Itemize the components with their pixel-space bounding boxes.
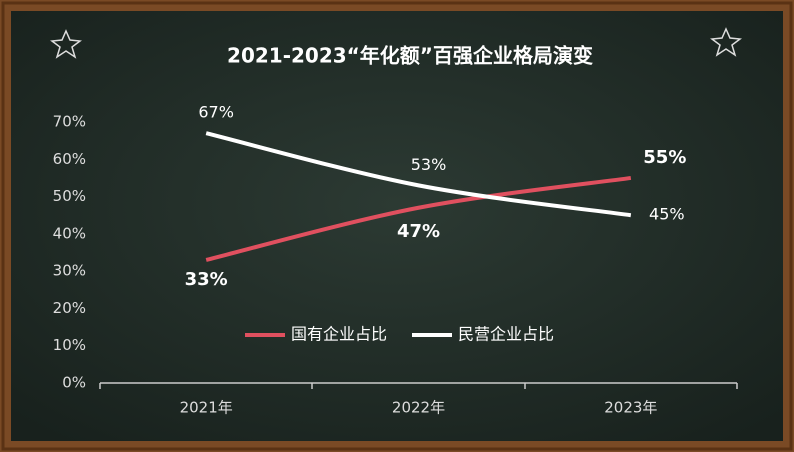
y-tick-label: 50% (53, 187, 86, 205)
y-tick-label: 20% (53, 299, 86, 317)
x-tick-label: 2021年 (180, 399, 233, 417)
data-label: 67% (198, 103, 234, 122)
chart-title: 2021-2023“年化额”百强企业格局演变 (227, 44, 593, 68)
series-line (205, 131, 632, 218)
y-tick-label: 30% (53, 262, 86, 280)
legend-label: 民营企业占比 (458, 325, 554, 344)
x-tick-label: 2022年 (392, 399, 445, 417)
star-decoration (710, 27, 742, 57)
y-tick-label: 70% (53, 113, 86, 131)
board (11, 11, 783, 441)
series-line (205, 175, 632, 262)
y-tick-label: 10% (53, 336, 86, 354)
x-axis-ticks (99, 383, 738, 389)
data-label: 33% (185, 269, 228, 290)
y-tick-label: 40% (53, 224, 86, 242)
data-label: 53% (411, 155, 447, 174)
y-tick-label: 0% (62, 374, 86, 392)
x-tick-label: 2023年 (604, 399, 657, 417)
data-label: 55% (643, 147, 686, 168)
star-decoration (50, 29, 82, 59)
y-tick-label: 60% (53, 150, 86, 168)
data-label: 47% (397, 221, 440, 242)
data-label: 45% (649, 205, 685, 224)
legend-label: 国有企业占比 (291, 325, 387, 344)
